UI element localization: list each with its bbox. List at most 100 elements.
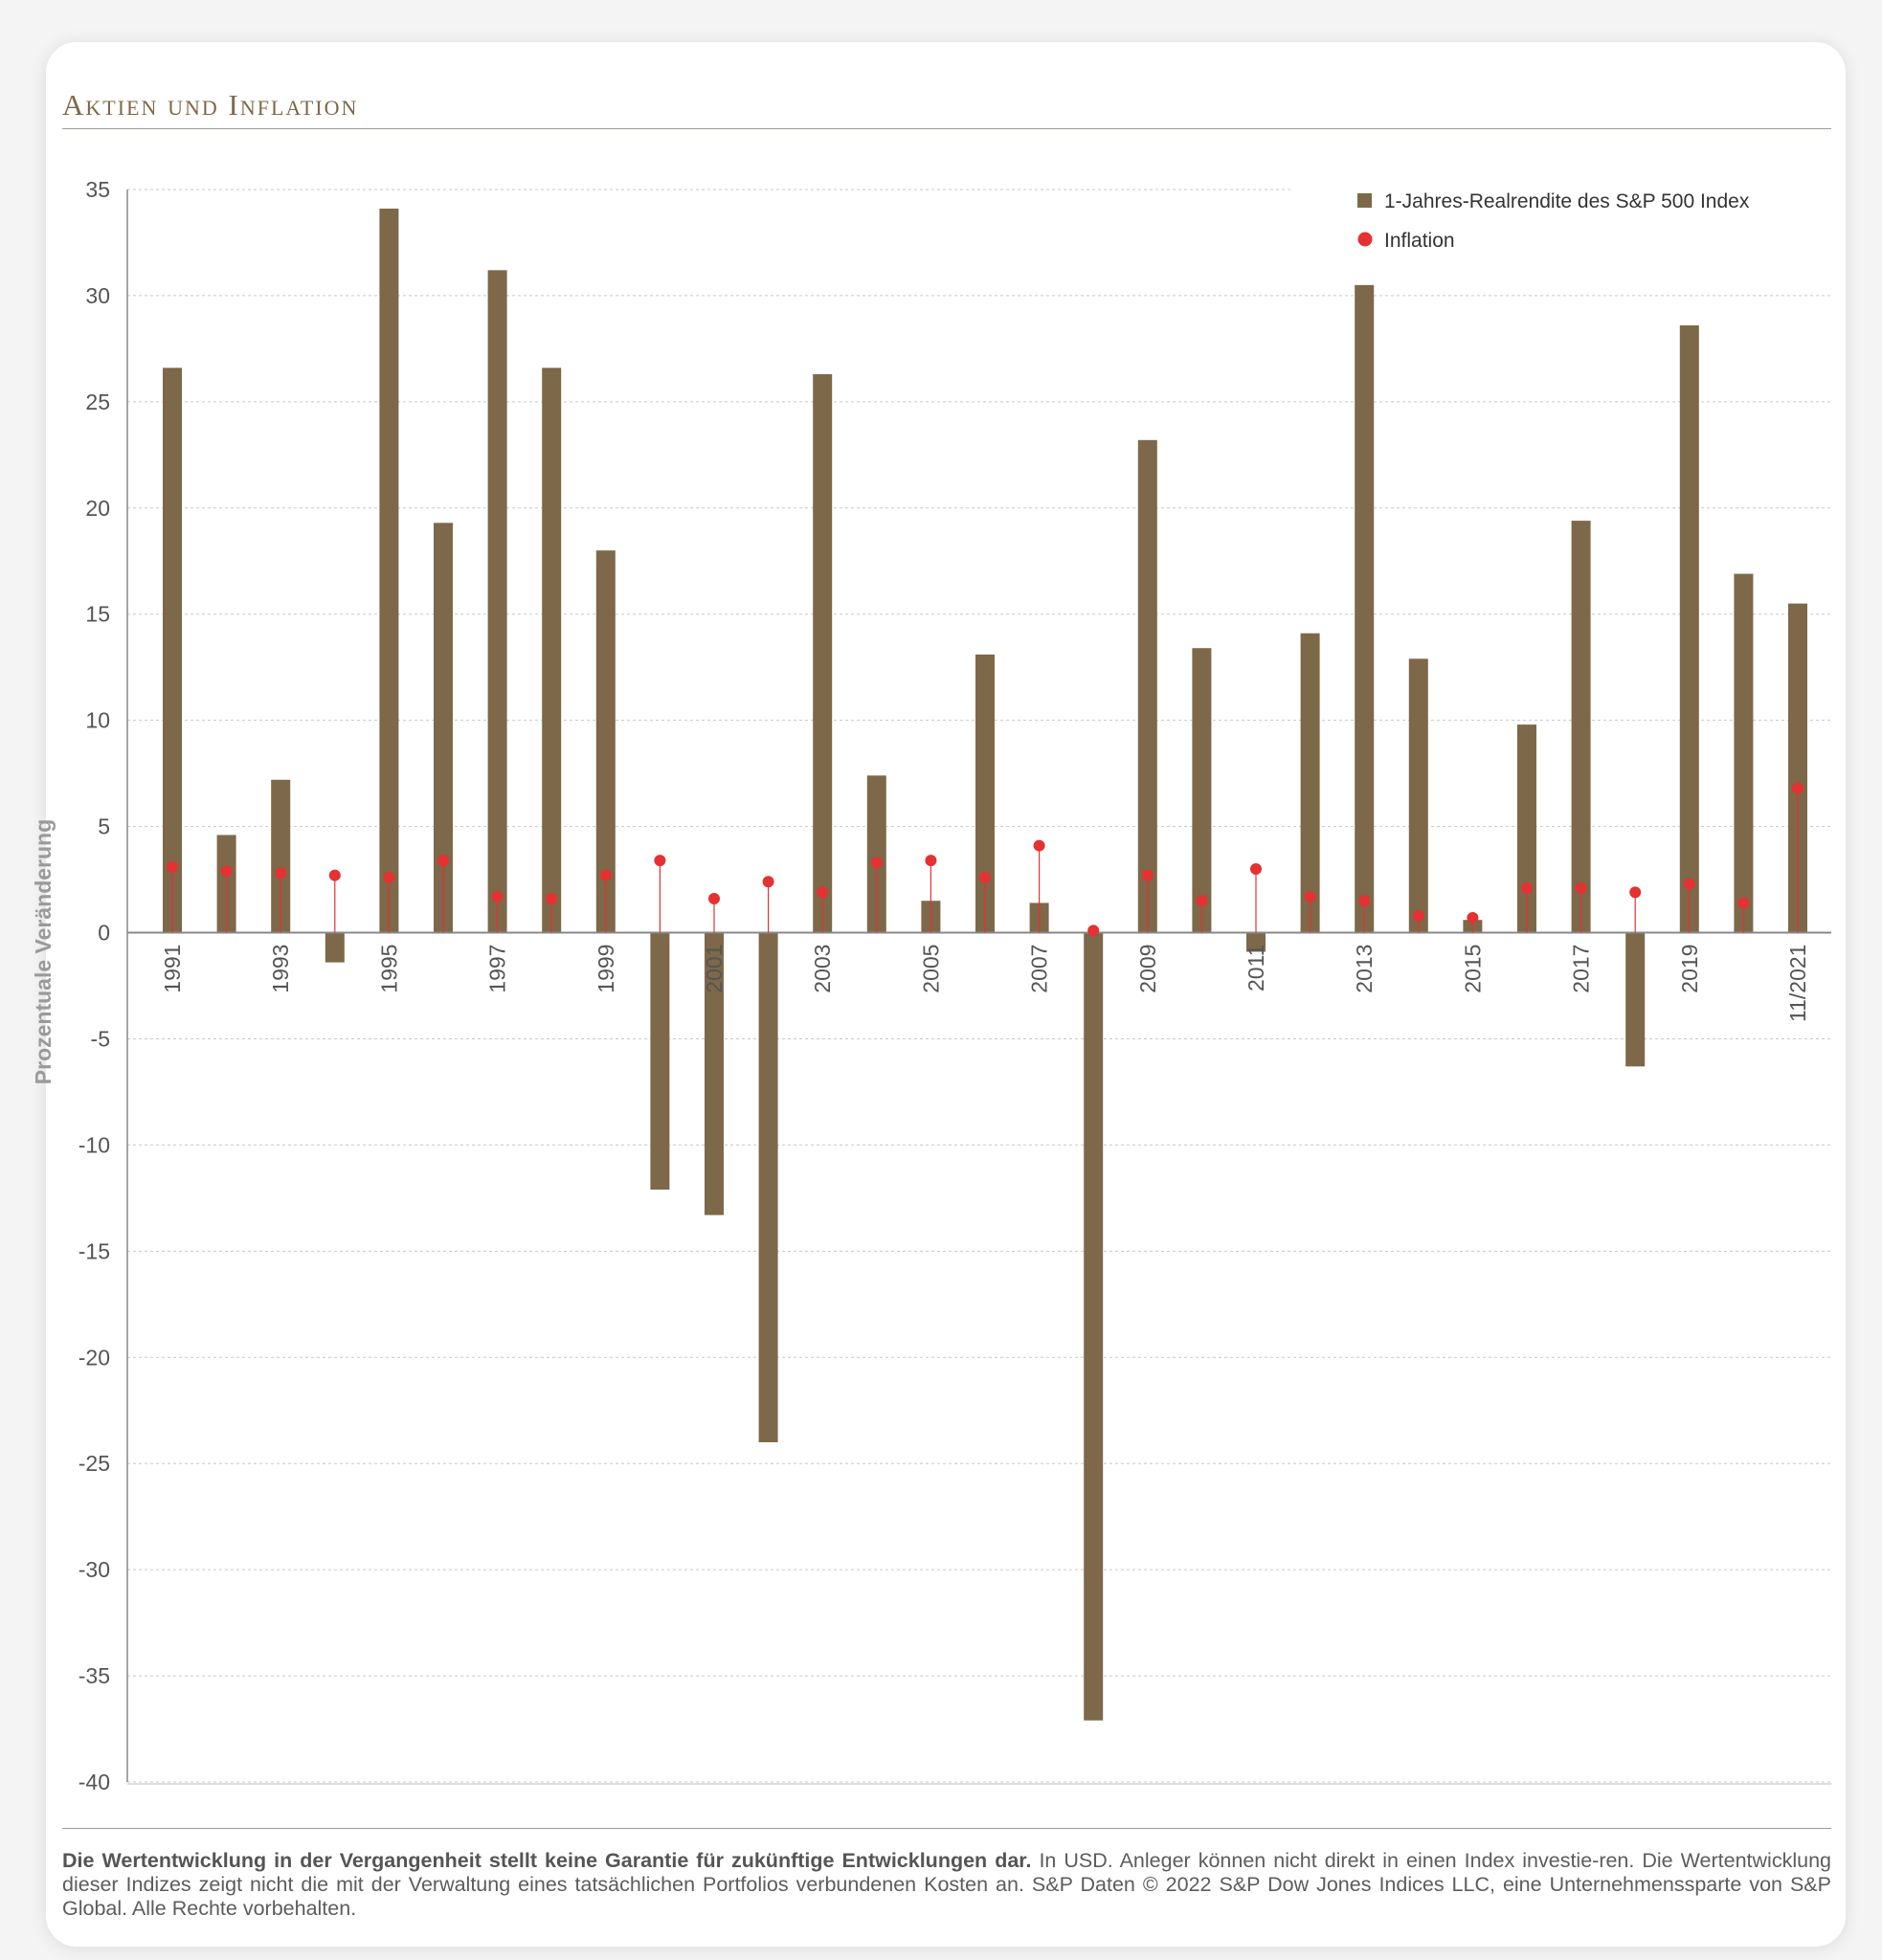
return-bar	[1137, 439, 1157, 933]
x-tick-label: 2003	[810, 945, 835, 993]
x-tick-label: 1997	[485, 945, 510, 993]
return-bar	[542, 368, 562, 933]
y-tick-label: -20	[78, 1345, 110, 1370]
return-bar	[487, 270, 507, 933]
x-tick-label: 1999	[594, 945, 618, 993]
inflation-dot	[1141, 869, 1154, 881]
return-bar	[866, 775, 886, 933]
inflation-dot	[1358, 895, 1371, 907]
legend-swatch-returns	[1357, 193, 1372, 208]
inflation-dot	[870, 857, 883, 869]
x-tick-label: 11/2021	[1785, 945, 1810, 1022]
return-bar	[434, 523, 453, 933]
y-tick-label: -35	[78, 1663, 110, 1688]
inflation-dot	[275, 867, 287, 880]
footnote: Die Wertentwicklung in der Vergangenheit…	[62, 1849, 1831, 1921]
y-tick-label: -5	[91, 1026, 110, 1051]
inflation-dot	[1087, 924, 1100, 937]
y-tick-label: -10	[78, 1132, 110, 1157]
return-bar	[1788, 603, 1807, 933]
inflation-dot	[1412, 909, 1424, 922]
return-bar	[813, 374, 833, 933]
inflation-dot	[1629, 886, 1642, 899]
return-bar	[1192, 648, 1212, 933]
return-bar	[758, 932, 778, 1443]
inflation-dot	[1683, 878, 1695, 890]
return-bar	[1408, 658, 1428, 933]
return-bar	[650, 932, 670, 1190]
x-tick-label: 1991	[160, 945, 185, 993]
inflation-dot	[328, 869, 341, 881]
return-bar	[1246, 932, 1266, 952]
inflation-dot	[654, 855, 666, 867]
inflation-dot	[437, 855, 449, 867]
x-tick-label: 2017	[1569, 945, 1594, 993]
title-divider	[62, 128, 1831, 129]
y-tick-label: 25	[85, 390, 110, 414]
y-tick-label: 30	[85, 283, 110, 308]
legend-label-inflation: Inflation	[1384, 230, 1455, 252]
return-bar	[1625, 932, 1646, 1067]
return-bar	[379, 208, 399, 933]
return-bar	[705, 932, 724, 1215]
inflation-dot	[599, 869, 612, 881]
x-tick-label: 2015	[1460, 945, 1485, 993]
y-tick-label: 10	[85, 708, 110, 733]
footnote-text: In USD. Anleger können nicht direkt in e…	[62, 1849, 1831, 1920]
return-bar	[271, 779, 291, 933]
return-bar	[1517, 724, 1536, 933]
y-tick-label: 35	[85, 177, 110, 202]
inflation-dot	[708, 893, 720, 905]
return-bar	[325, 932, 345, 963]
inflation-dot	[491, 890, 504, 902]
inflation-dot	[546, 893, 558, 905]
inflation-dot	[762, 876, 774, 888]
inflation-dot	[1304, 890, 1316, 902]
inflation-dot	[817, 886, 829, 899]
footnote-disclaimer: Die Wertentwicklung in der Vergangenheit…	[62, 1849, 1032, 1872]
return-bar	[1355, 284, 1375, 933]
return-bar	[1084, 932, 1104, 1721]
return-bar	[1300, 633, 1320, 933]
y-tick-label: 5	[98, 814, 110, 839]
y-tick-label: -25	[78, 1451, 110, 1476]
x-tick-label: 2005	[918, 945, 943, 993]
legend-swatch-inflation	[1357, 232, 1373, 247]
x-tick-label: 2019	[1677, 945, 1702, 993]
x-tick-label: 2007	[1027, 945, 1052, 993]
inflation-dot	[1737, 897, 1750, 909]
inflation-dot	[1033, 839, 1045, 852]
inflation-dot	[1521, 881, 1533, 894]
inflation-dot	[1250, 862, 1262, 875]
x-tick-label: 2013	[1352, 945, 1377, 993]
chart-card	[46, 42, 1846, 1947]
return-bar	[1571, 521, 1591, 933]
inflation-dot	[925, 855, 937, 867]
return-bar	[1734, 573, 1754, 933]
chart-title: Aktien und Inflation	[62, 88, 359, 122]
y-axis-label: Prozentuale Veränderung	[31, 819, 56, 1084]
inflation-dot	[979, 871, 991, 883]
y-tick-label: -40	[78, 1770, 110, 1794]
x-tick-label: 1993	[268, 945, 293, 993]
inflation-dot	[383, 871, 395, 883]
return-bar	[975, 654, 995, 933]
y-tick-label: -15	[78, 1238, 110, 1263]
inflation-dot	[1575, 881, 1587, 894]
footer-divider	[62, 1828, 1831, 1829]
legend-label-returns: 1-Jahres-Realrendite des S&P 500 Index	[1384, 190, 1750, 212]
return-bar	[595, 550, 616, 933]
x-tick-label: 2009	[1135, 945, 1160, 993]
inflation-dot	[1196, 895, 1208, 907]
return-bar	[1679, 324, 1699, 933]
y-tick-label: 0	[98, 921, 110, 946]
return-bar	[163, 368, 182, 933]
inflation-dot	[1467, 912, 1479, 924]
inflation-dot	[167, 860, 178, 873]
y-tick-label: -30	[78, 1557, 110, 1582]
x-tick-label: 2001	[702, 945, 727, 993]
x-tick-label: 1995	[376, 945, 401, 993]
inflation-dot	[220, 865, 233, 878]
x-tick-label: 2011	[1243, 945, 1268, 991]
